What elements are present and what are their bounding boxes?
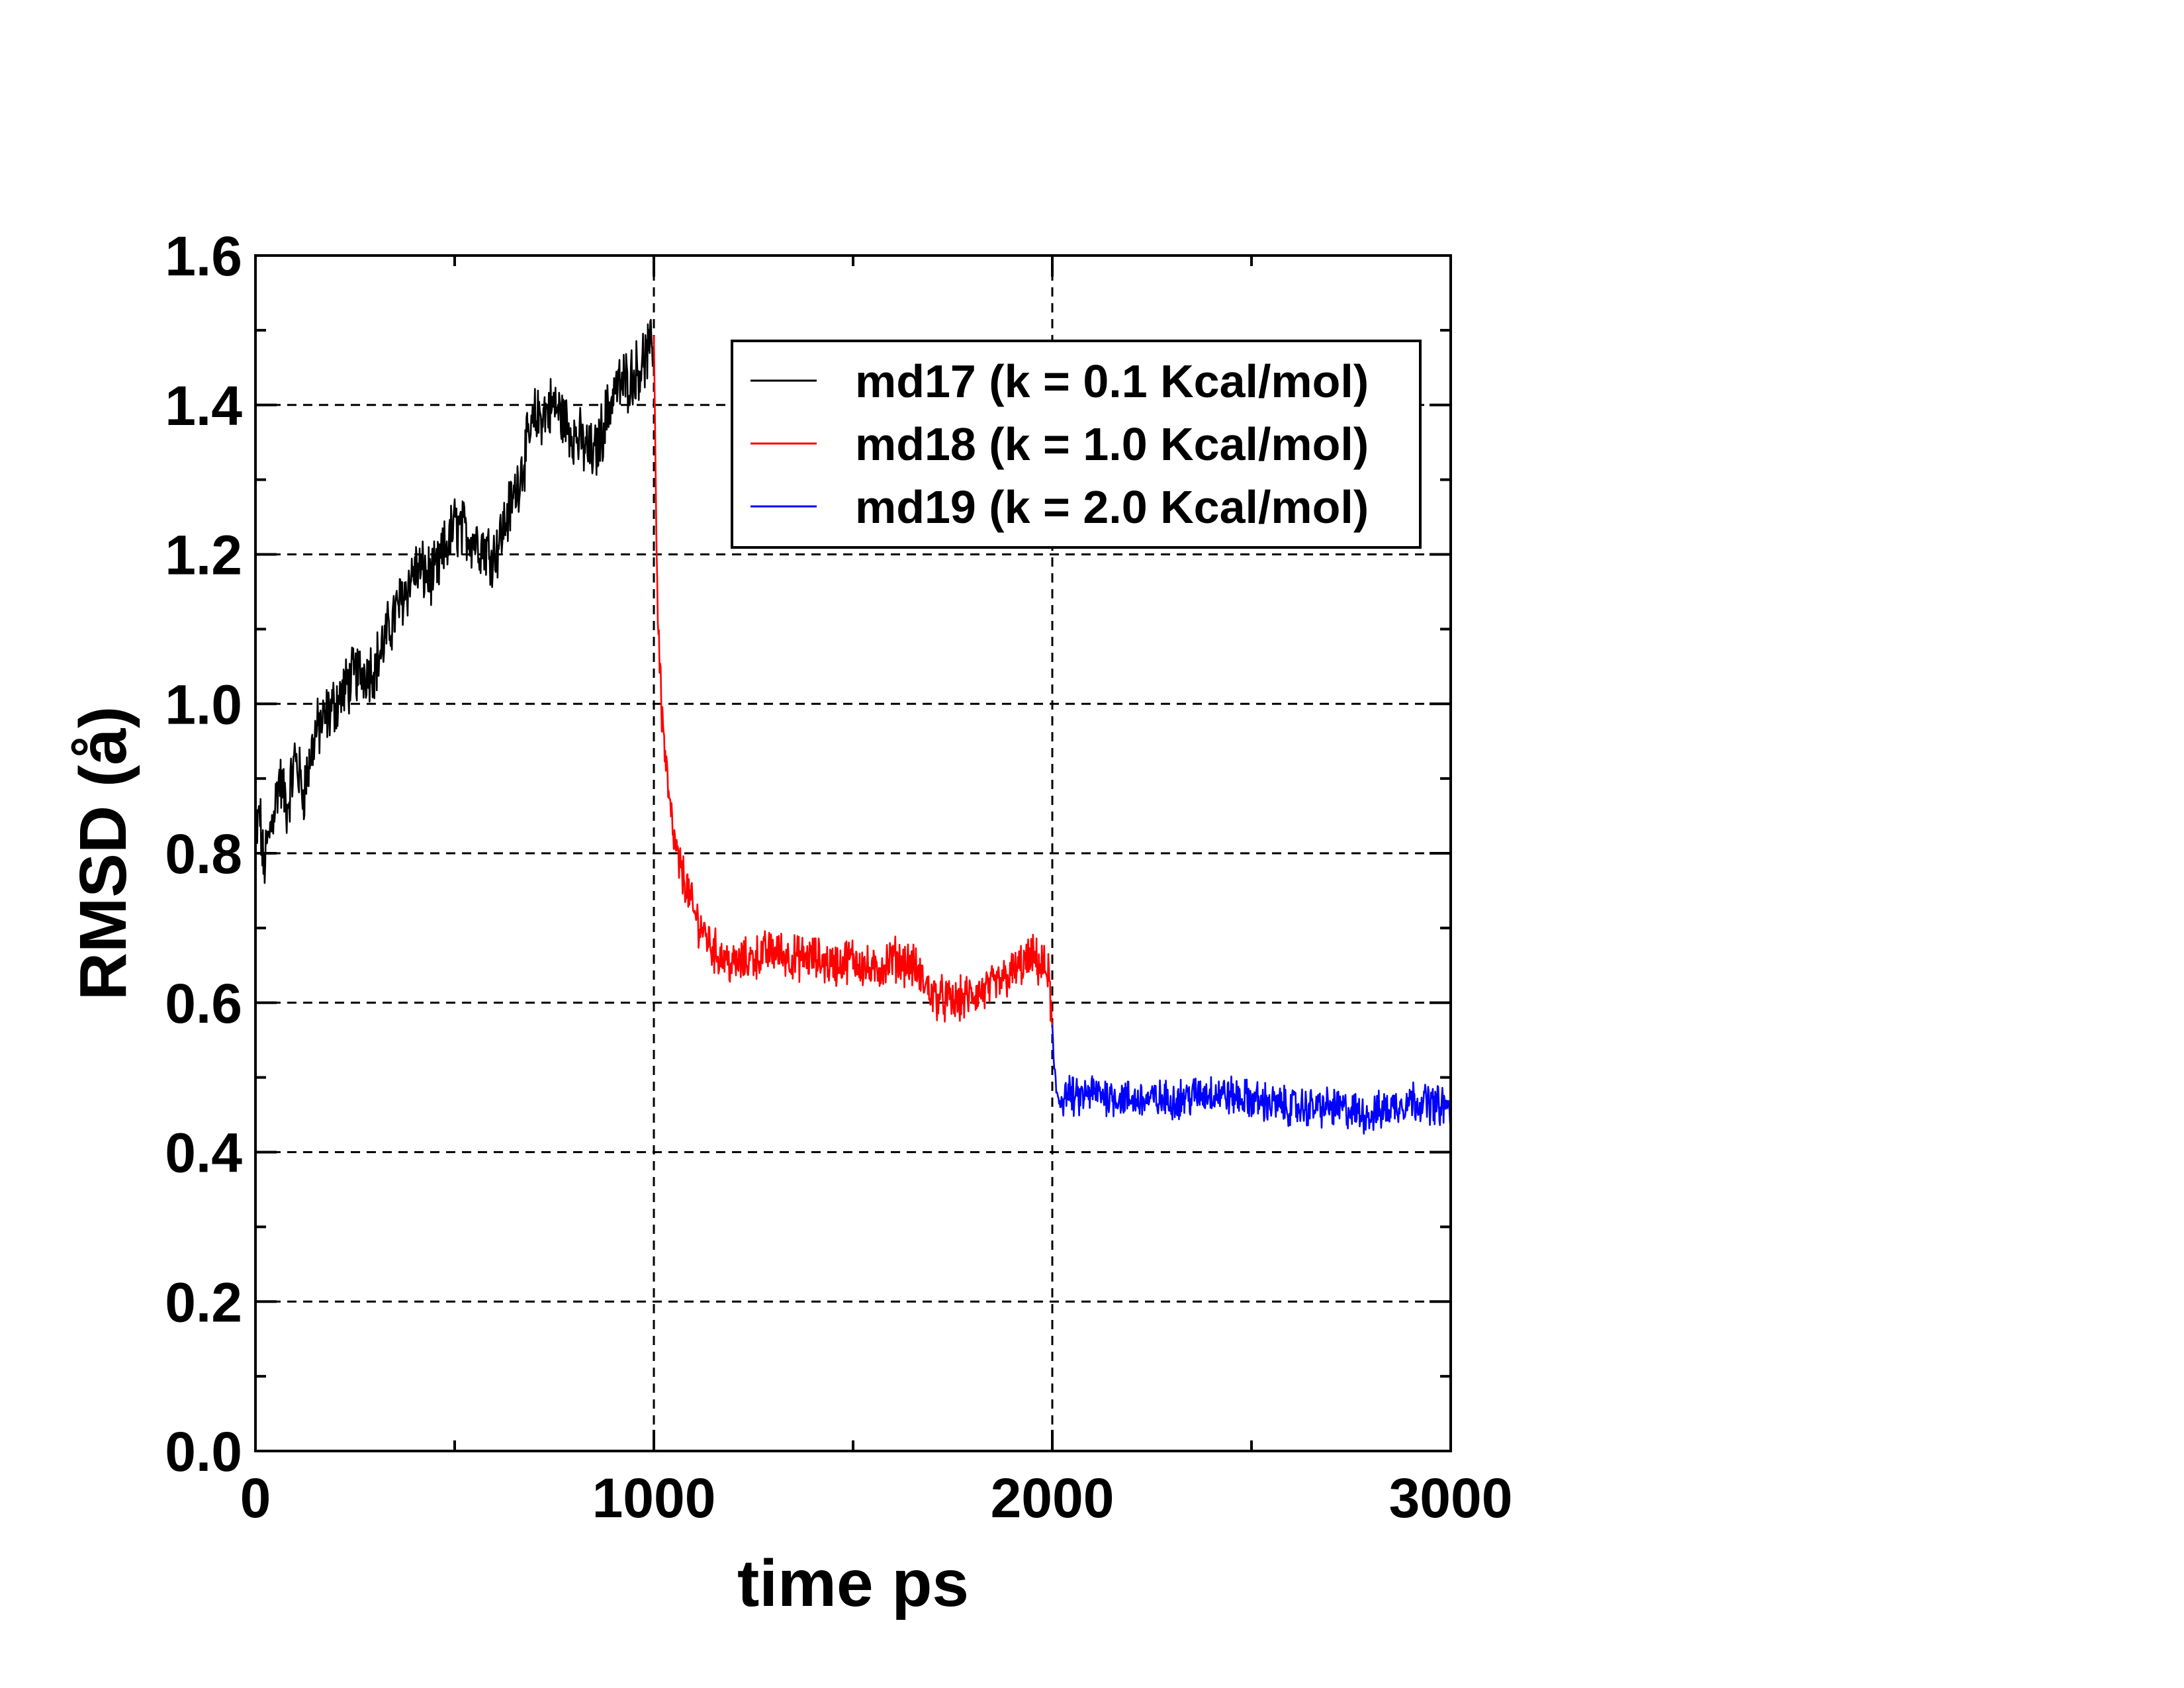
y-tick-label-5: 1.0	[165, 673, 242, 735]
y-tick-label-2: 0.4	[165, 1122, 242, 1184]
y-tick-label-7: 1.4	[165, 375, 242, 437]
x-tick-label-2: 2000	[991, 1467, 1115, 1529]
y-tick-label-6: 1.2	[165, 524, 242, 586]
x-tick-label-1: 1000	[592, 1467, 716, 1529]
legend-label-md18: md18 (k = 1.0 Kcal/mol)	[855, 418, 1369, 470]
y-tick-label-1: 0.2	[165, 1271, 242, 1333]
legend-label-md17: md17 (k = 0.1 Kcal/mol)	[855, 355, 1369, 407]
series-line-19-md19	[1051, 1024, 1452, 1135]
y-tick-label-3: 0.6	[165, 972, 242, 1035]
series-line-18-md18	[653, 335, 1054, 1025]
x-axis-title: time ps	[737, 1546, 969, 1620]
legend-box	[731, 340, 1422, 549]
series-line-17-md17	[254, 318, 655, 884]
y-tick-label-8: 1.6	[165, 225, 242, 287]
tick-labels: 0 1000 2000 3000 0.0 0.2 0.4 0.6 0.8 1.0 1.2 1.4 1.6	[165, 225, 1512, 1529]
axis-ticks	[254, 254, 1452, 1452]
legend-label-md19: md19 (k = 2.0 Kcal/mol)	[855, 481, 1369, 533]
y-axis-title: RMSD (å)	[66, 706, 140, 1000]
y-tick-label-0: 0.0	[165, 1421, 242, 1483]
legend: md17 (k = 0.1 Kcal/mol) md18 (k = 1.0 Kc…	[731, 340, 1422, 549]
x-tick-label-3: 3000	[1389, 1467, 1513, 1529]
x-tick-label-0: 0	[240, 1467, 271, 1529]
y-tick-label-4: 0.8	[165, 823, 242, 885]
series-lines	[254, 318, 1452, 1135]
